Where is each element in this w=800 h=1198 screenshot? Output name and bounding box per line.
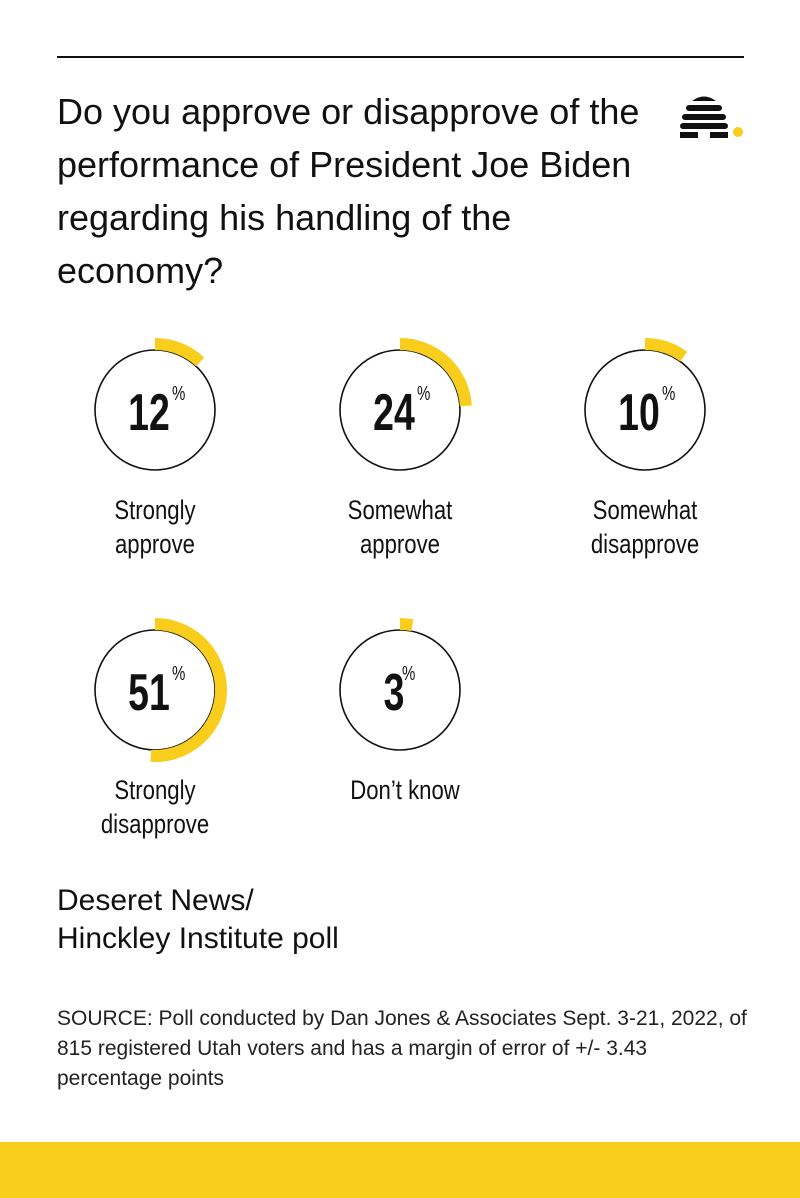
- value-label: 51: [128, 663, 170, 722]
- beehive-logo-icon: [680, 96, 743, 138]
- top-rule: [57, 56, 744, 58]
- donut-5: 3%: [339, 618, 461, 751]
- category-label: Strongly approve: [73, 493, 237, 561]
- donut-outline: [94, 349, 216, 471]
- donut-outline: [584, 349, 706, 471]
- category-label-line: Somewhat: [347, 495, 453, 525]
- percent-sign: %: [417, 382, 431, 405]
- poll-name: Deseret News/ Hinckley Institute poll: [57, 882, 339, 958]
- category-label-line: approve: [359, 529, 441, 559]
- donut-2: 24%: [339, 338, 472, 471]
- donut-arc: [150, 618, 227, 762]
- category-label: Don’t know: [323, 773, 487, 807]
- category-label: Strongly disapprove: [73, 773, 237, 841]
- footer-bar: [0, 1142, 800, 1198]
- donut-arc: [399, 338, 472, 407]
- donut-arc: [644, 338, 688, 362]
- donut-4: 51%: [94, 618, 227, 762]
- category-label-line: Strongly: [114, 775, 196, 805]
- value-label: 3: [384, 663, 405, 722]
- percent-sign: %: [402, 662, 416, 685]
- percent-sign: %: [172, 662, 186, 685]
- donut-1: 12%: [94, 338, 216, 471]
- value-label: 12: [128, 383, 170, 442]
- poll-name-line1: Deseret News/: [57, 884, 254, 917]
- chart-title: Do you approve or disapprove of the perf…: [57, 91, 640, 291]
- donut-arc: [154, 338, 205, 367]
- donut-outline: [94, 629, 216, 751]
- category-label-line: approve: [114, 529, 196, 559]
- poll-name-line2: Hinckley Institute poll: [57, 922, 339, 955]
- percent-sign: %: [662, 382, 676, 405]
- value-label: 10: [618, 383, 660, 442]
- value-label: 24: [373, 383, 415, 442]
- source-note: SOURCE: Poll conducted by Dan Jones & As…: [57, 1007, 747, 1090]
- category-label: Somewhat disapprove: [563, 493, 727, 561]
- category-label-line: Strongly: [114, 495, 196, 525]
- category-label-line: Somewhat: [592, 495, 698, 525]
- category-label-line: disapprove: [590, 529, 700, 559]
- donut-3: 10%: [584, 338, 706, 471]
- category-label-line: Don’t know: [350, 775, 460, 805]
- donut-outline: [339, 349, 461, 471]
- donut-outline: [339, 629, 461, 751]
- percent-sign: %: [172, 382, 186, 405]
- category-label-line: disapprove: [100, 809, 210, 839]
- donut-arc: [399, 618, 414, 632]
- category-label: Somewhat approve: [318, 493, 482, 561]
